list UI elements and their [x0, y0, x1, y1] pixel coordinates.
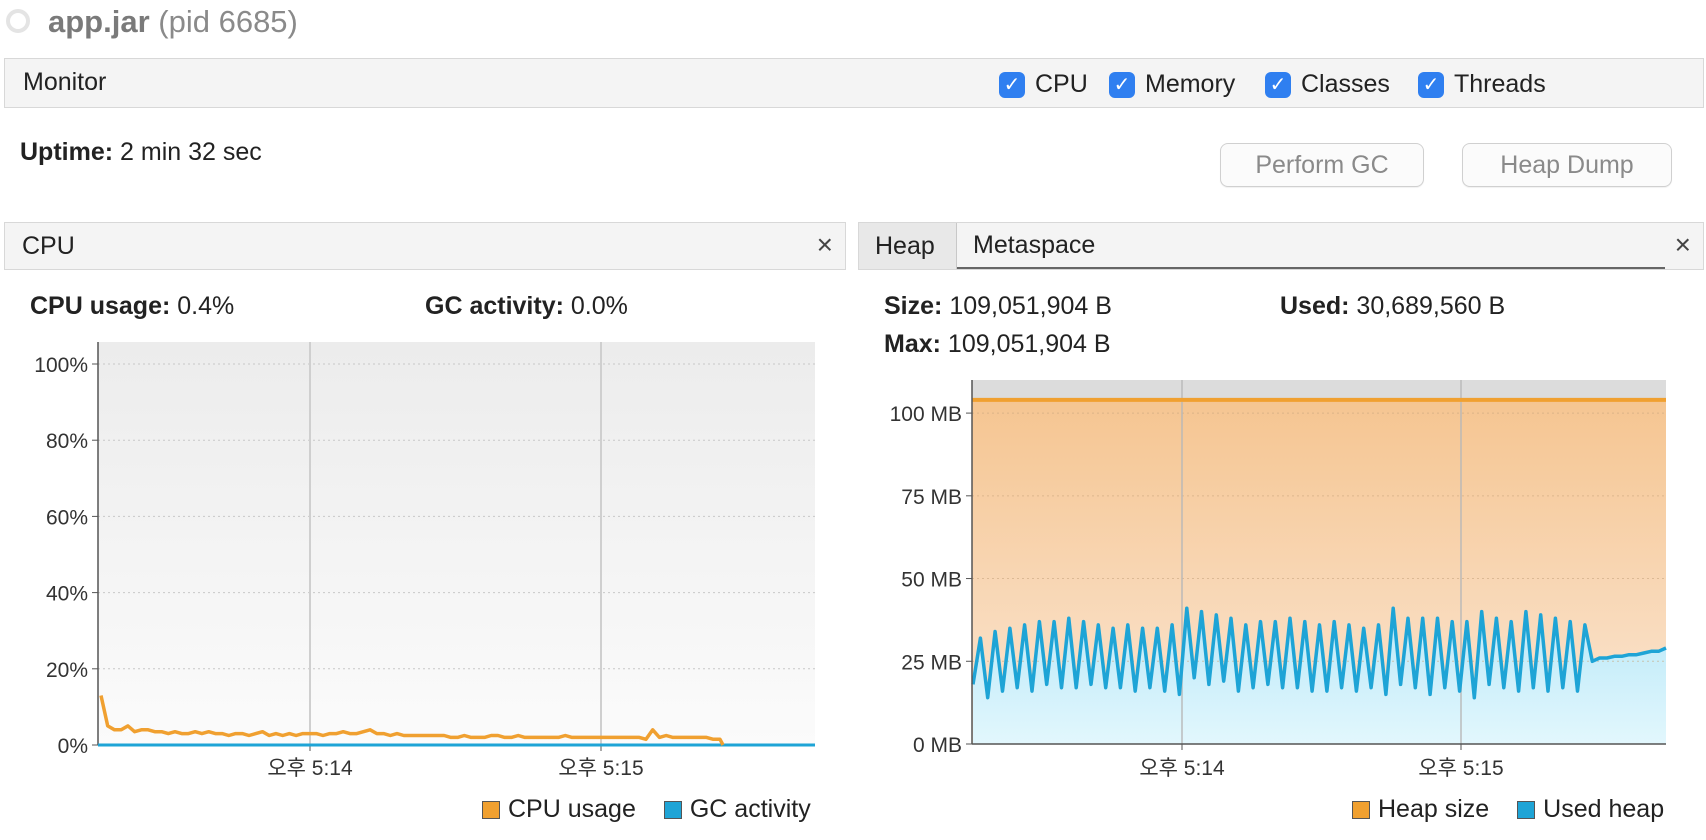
- perform-gc-button[interactable]: Perform GC: [1220, 143, 1424, 187]
- heap-size-value: 109,051,904 B: [949, 292, 1112, 320]
- cpu-usage-line: [99, 695, 725, 746]
- heap-ytick-label: 0 MB: [913, 734, 962, 757]
- cpu-usage-value: 0.4%: [177, 292, 235, 320]
- cpu-legend: CPU usage GC activity: [482, 795, 811, 824]
- heap-ytick-label: 25 MB: [901, 651, 962, 674]
- heap-legend: Heap size Used heap: [1352, 795, 1664, 824]
- tab-heap[interactable]: Heap: [859, 223, 957, 269]
- heap-ytick-label: 100 MB: [890, 403, 962, 426]
- cpu-panel-header: CPU ×: [4, 222, 846, 270]
- heap-size-stat: Size: 109,051,904 B: [884, 292, 1112, 321]
- used-heap-line: [971, 606, 1667, 700]
- checkbox-memory[interactable]: ✓ Memory: [1109, 70, 1235, 99]
- app-pid: (pid 6685): [158, 4, 298, 39]
- monitor-header: Monitor ✓ CPU ✓ Memory ✓ Classes ✓ Threa…: [4, 58, 1704, 108]
- heap-size-label: Size:: [884, 292, 943, 320]
- tab-metaspace[interactable]: Metaspace: [957, 223, 1665, 269]
- heap-dump-button[interactable]: Heap Dump: [1462, 143, 1672, 187]
- legend-swatch-cpu: [482, 800, 500, 819]
- heap-ytick-label: 50 MB: [901, 569, 962, 592]
- legend-cpu-usage: CPU usage: [508, 795, 636, 823]
- heap-max-label: Max:: [884, 330, 941, 358]
- close-icon[interactable]: ×: [816, 229, 833, 260]
- checkbox-cpu-label: CPU: [1035, 70, 1088, 98]
- heap-panel-header: Heap Metaspace ×: [858, 222, 1704, 270]
- legend-swatch-gc: [663, 800, 682, 819]
- cpu-ytick-label: 60%: [46, 506, 88, 529]
- uptime: Uptime: 2 min 32 sec: [20, 138, 262, 167]
- checkbox-classes[interactable]: ✓ Classes: [1265, 70, 1390, 99]
- checkmark-icon: ✓: [1265, 71, 1291, 98]
- heap-used-stat: Used: 30,689,560 B: [1280, 292, 1505, 321]
- cpu-ytick-label: 80%: [46, 430, 88, 453]
- heap-max-value: 109,051,904 B: [947, 330, 1111, 358]
- gc-activity-stat: GC activity: 0.0%: [425, 292, 628, 321]
- cpu-panel-title: CPU: [22, 232, 75, 260]
- checkbox-threads[interactable]: ✓ Threads: [1418, 70, 1546, 99]
- loading-spinner-icon: [6, 9, 30, 33]
- heap-used-label: Used:: [1280, 292, 1350, 320]
- app-name: app.jar: [48, 4, 150, 39]
- heap-chart: 100 MB 75 MB 50 MB 25 MB 0 MB 오후 5:14 오후 5:15: [890, 380, 1667, 780]
- cpu-ytick-label: 100%: [34, 354, 88, 377]
- cpu-ytick-label: 0%: [58, 735, 88, 758]
- checkbox-memory-label: Memory: [1145, 70, 1236, 98]
- checkmark-icon: ✓: [999, 71, 1025, 98]
- cpu-usage-stat: CPU usage: 0.4%: [30, 292, 234, 321]
- legend-gc-activity: GC activity: [689, 795, 811, 823]
- cpu-ytick-label: 40%: [46, 583, 88, 606]
- gc-activity-value: 0.0%: [570, 292, 628, 320]
- checkbox-cpu[interactable]: ✓ CPU: [999, 70, 1088, 99]
- used-heap-area: [973, 608, 1666, 744]
- cpu-xtick-label: 오후 5:15: [558, 757, 643, 780]
- cpu-xtick-label: 오후 5:14: [267, 757, 353, 780]
- cpu-usage-label: CPU usage:: [30, 292, 171, 320]
- cpu-plot-area: [98, 342, 815, 745]
- legend-heap-size: Heap size: [1378, 795, 1490, 823]
- legend-swatch-used-heap: [1517, 800, 1536, 819]
- heap-ytick-label: 75 MB: [901, 486, 962, 509]
- checkbox-threads-label: Threads: [1454, 70, 1546, 98]
- checkbox-classes-label: Classes: [1301, 70, 1390, 98]
- heap-xtick-label: 오후 5:14: [1139, 757, 1225, 780]
- checkmark-icon: ✓: [1109, 71, 1135, 98]
- gc-activity-label: GC activity:: [425, 292, 564, 320]
- uptime-value: 2 min 32 sec: [120, 138, 262, 166]
- heap-used-value: 30,689,560 B: [1356, 292, 1506, 320]
- uptime-label: Uptime:: [20, 138, 114, 166]
- cpu-chart: 100% 80% 60% 40% 20% 0% 오후 5:14 오후 5:15: [34, 342, 815, 780]
- app-title: app.jar (pid 6685): [48, 4, 298, 40]
- legend-used-heap: Used heap: [1543, 795, 1665, 823]
- legend-swatch-heap-size: [1352, 800, 1370, 819]
- monitor-label: Monitor: [23, 68, 107, 96]
- heap-max-stat: Max: 109,051,904 B: [884, 330, 1111, 359]
- checkmark-icon: ✓: [1418, 71, 1444, 98]
- cpu-ytick-label: 20%: [46, 659, 88, 682]
- close-icon[interactable]: ×: [1674, 229, 1691, 260]
- heap-xtick-label: 오후 5:15: [1418, 757, 1503, 780]
